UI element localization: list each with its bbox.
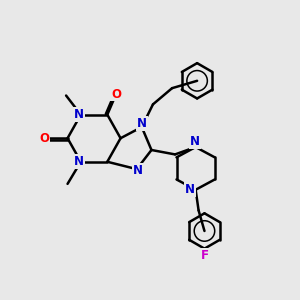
Text: F: F (200, 249, 208, 262)
Text: N: N (185, 183, 195, 196)
Text: N: N (190, 135, 200, 148)
Text: N: N (74, 155, 84, 168)
Text: N: N (74, 108, 84, 121)
Text: N: N (133, 164, 143, 177)
Text: O: O (111, 88, 121, 100)
Text: N: N (137, 117, 147, 130)
Text: O: O (39, 132, 49, 145)
